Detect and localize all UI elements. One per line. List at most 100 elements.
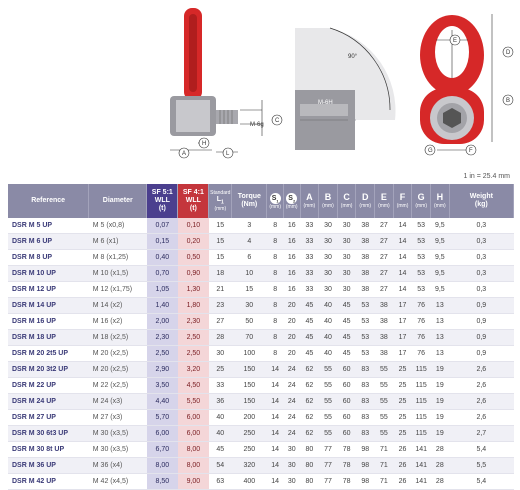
cell-l1: 27	[208, 313, 232, 330]
cell-torque: 150	[231, 361, 267, 378]
s2-badge: S2	[286, 192, 298, 204]
cell-a: 62	[300, 393, 319, 410]
cell-h: 9,5	[430, 249, 450, 266]
cell-a: 33	[300, 218, 319, 234]
table-row: DSR M 6 UP M 6 (x1) 0,15 0,20 15 4 8 16 33 30 30 38…	[8, 233, 514, 250]
cell-h: 28	[430, 457, 450, 474]
table-row: DSR M 42 UP M 42 (x4,5) 8,50 9,00 63 400 14 30 8…	[8, 473, 514, 490]
dim-label-l: L	[226, 151, 230, 157]
cell-d: 83	[355, 377, 375, 394]
side-view-drawing	[170, 8, 263, 153]
cell-weight: 2,7	[449, 425, 514, 442]
col-g: G (mm)	[411, 184, 431, 218]
cell-sf5: 6,00	[146, 425, 178, 442]
table-row: DSR M 36 UP M 36 (x4) 8,00 8,00 54 320 14 30 80 7…	[8, 457, 514, 474]
cell-l1: 23	[208, 297, 232, 314]
cell-ref: DSR M 14 UP	[8, 297, 89, 314]
cell-b: 77	[318, 441, 338, 458]
cell-l1: 63	[208, 473, 232, 490]
cell-s2: 16	[283, 218, 301, 234]
cell-s1: 8	[266, 233, 284, 250]
cell-b: 55	[318, 377, 338, 394]
cell-torque: 100	[231, 345, 267, 362]
cell-f: 25	[393, 409, 412, 426]
cell-b: 77	[318, 473, 338, 490]
cell-torque: 10	[231, 265, 267, 282]
cell-e: 38	[374, 313, 394, 330]
cell-h: 9,5	[430, 233, 450, 250]
cell-torque: 200	[231, 409, 267, 426]
cell-weight: 2,6	[449, 409, 514, 426]
cell-l1: 18	[208, 265, 232, 282]
cell-h: 19	[430, 361, 450, 378]
cell-g: 53	[411, 265, 431, 282]
col-e: E (mm)	[374, 184, 394, 218]
cell-h: 28	[430, 441, 450, 458]
section-label: M-6H	[318, 100, 333, 106]
cell-s1: 14	[266, 441, 284, 458]
col-weight: Weight (kg)	[449, 184, 515, 218]
cell-g: 76	[411, 329, 431, 346]
cell-f: 14	[393, 249, 412, 266]
dim-label-c: C	[275, 118, 280, 124]
cell-a: 80	[300, 457, 319, 474]
cell-h: 13	[430, 313, 450, 330]
table-row: DSR M 18 UP M 18 (x2,5) 2,30 2,50 28 70 8 20 45 4…	[8, 329, 514, 346]
cell-h: 19	[430, 409, 450, 426]
cell-sf5: 5,70	[146, 409, 178, 426]
dim-label-a: A	[182, 151, 186, 157]
cell-h: 13	[430, 297, 450, 314]
cell-s2: 20	[283, 297, 301, 314]
cell-torque: 6	[231, 249, 267, 266]
cell-s1: 8	[266, 297, 284, 314]
cell-a: 33	[300, 233, 319, 250]
cell-g: 53	[411, 233, 431, 250]
cell-dia: M 30 (x3,5)	[88, 425, 147, 442]
cell-c: 30	[337, 233, 356, 250]
cell-c: 60	[337, 377, 356, 394]
cell-f: 17	[393, 345, 412, 362]
cell-dia: M 6 (x1)	[88, 233, 147, 250]
cell-g: 141	[411, 457, 431, 474]
cell-s2: 24	[283, 393, 301, 410]
cell-b: 30	[318, 281, 338, 298]
cell-ref: DSR M 22 UP	[8, 377, 89, 394]
table-row: DSR M 20 3t2 UP M 20 (x2,5) 2,90 3,20 25 150 1…	[8, 361, 514, 378]
cell-f: 17	[393, 297, 412, 314]
cell-s2: 16	[283, 265, 301, 282]
cell-a: 33	[300, 249, 319, 266]
cell-dia: M 18 (x2,5)	[88, 329, 147, 346]
cell-weight: 0,3	[449, 233, 514, 250]
cell-dia: M 30 (x3,5)	[88, 441, 147, 458]
cell-weight: 5,4	[449, 473, 514, 490]
table-row: DSR M 20 2t5 UP M 20 (x2,5) 2,50 2,50 30 100 8…	[8, 345, 514, 362]
technical-drawings: M-6g 90° M-6H	[170, 8, 514, 159]
cell-e: 55	[374, 393, 394, 410]
cell-a: 45	[300, 329, 319, 346]
cell-a: 80	[300, 473, 319, 490]
dim-label-d: D	[506, 50, 511, 56]
cell-sf4: 0,10	[177, 218, 209, 234]
cell-sf5: 2,90	[146, 361, 178, 378]
cell-sf4: 1,80	[177, 297, 209, 314]
cell-sf5: 8,50	[146, 473, 178, 490]
cell-dia: M 5 (x0,8)	[88, 218, 147, 234]
cell-l1: 21	[208, 281, 232, 298]
cell-b: 55	[318, 425, 338, 442]
cell-h: 28	[430, 473, 450, 490]
cell-f: 25	[393, 393, 412, 410]
cell-ref: DSR M 6 UP	[8, 233, 89, 250]
cell-ref: DSR M 5 UP	[8, 218, 89, 234]
cell-ref: DSR M 24 UP	[8, 393, 89, 410]
cell-weight: 2,6	[449, 361, 514, 378]
cell-sf4: 0,20	[177, 233, 209, 250]
cell-s1: 8	[266, 218, 284, 234]
cell-d: 83	[355, 393, 375, 410]
cell-sf5: 0,07	[146, 218, 178, 234]
cell-c: 60	[337, 425, 356, 442]
cell-sf5: 2,00	[146, 313, 178, 330]
cell-s1: 8	[266, 313, 284, 330]
cell-a: 33	[300, 281, 319, 298]
cell-s1: 8	[266, 265, 284, 282]
col-s2: S2 (mm)	[283, 184, 301, 218]
